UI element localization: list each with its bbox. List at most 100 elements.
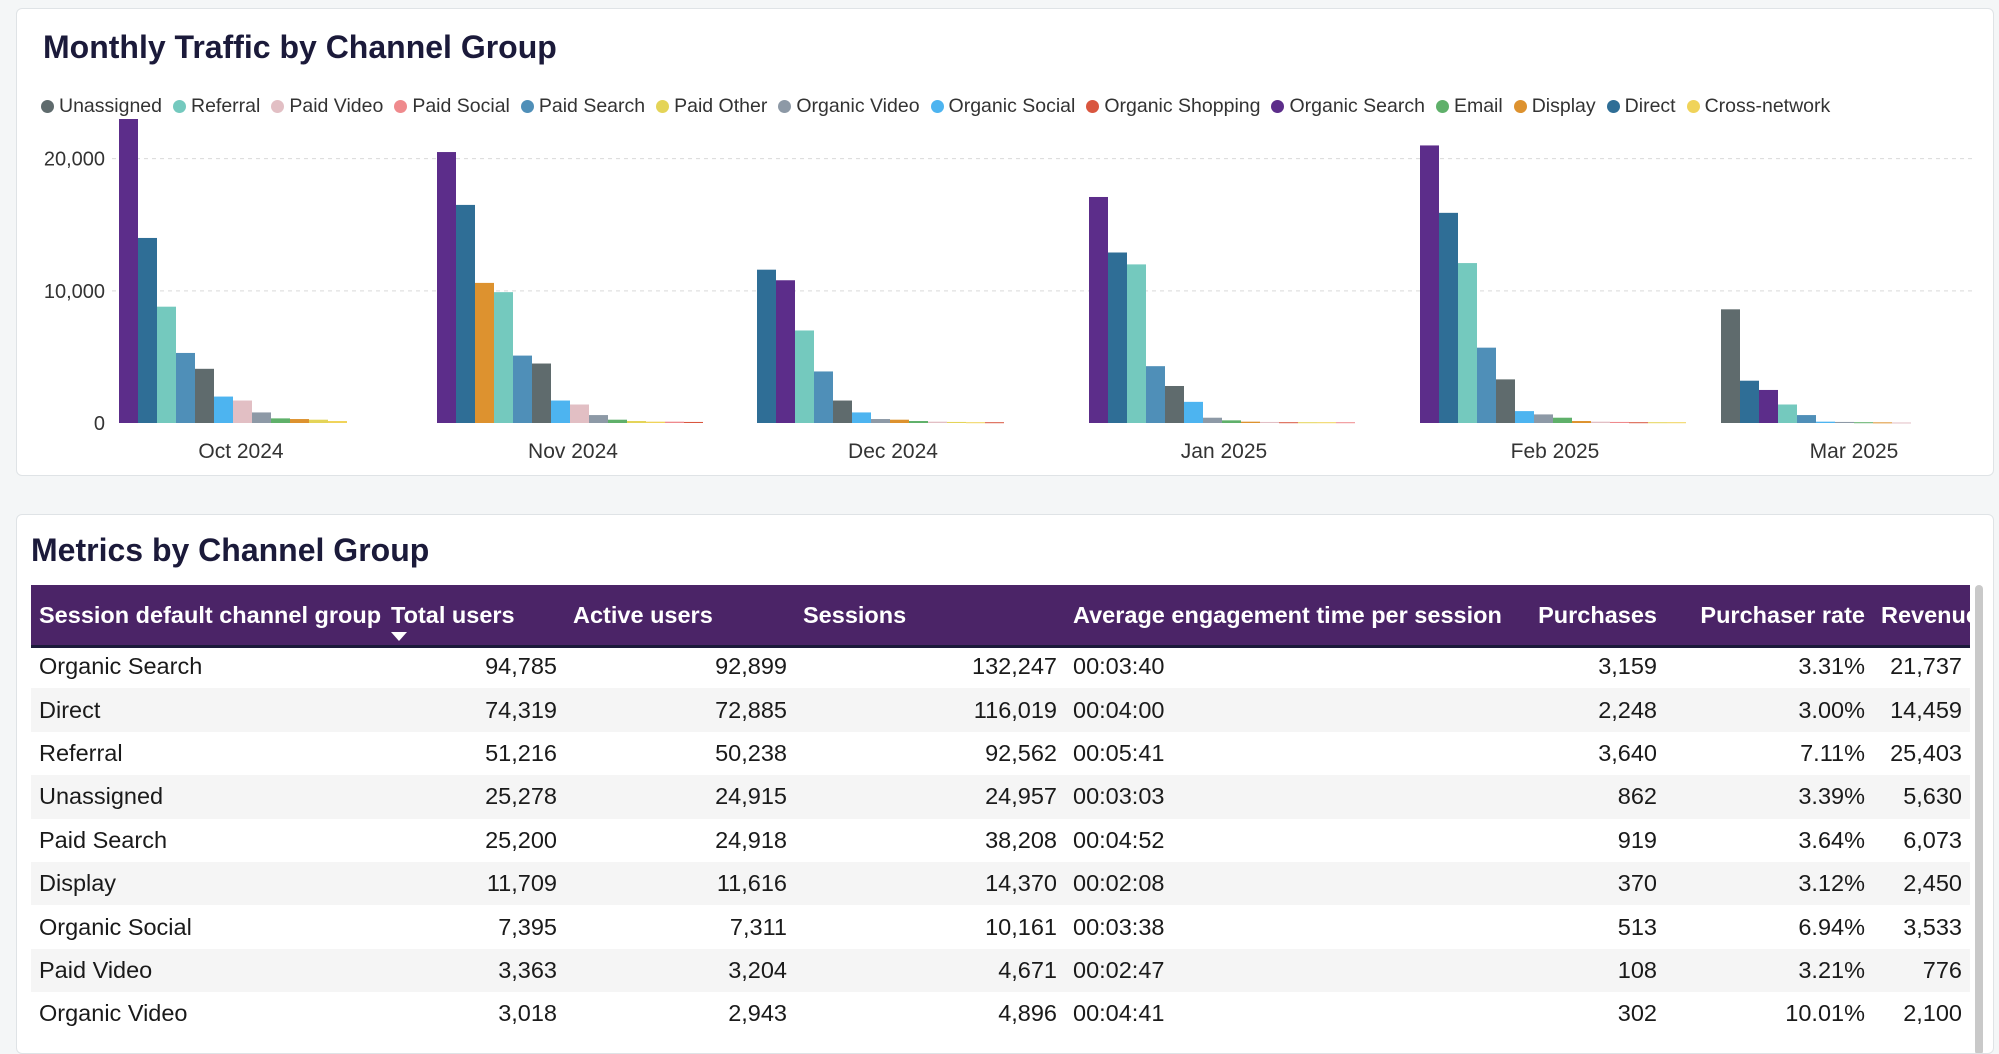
bar-dec-2024-paid-search[interactable] — [814, 371, 833, 423]
legend-item-organic-search[interactable]: Organic Search — [1271, 95, 1425, 118]
table-row[interactable]: Paid Video 3,363 3,204 4,671 00:02:47 108 3.21… — [31, 948, 1970, 993]
bar-mar-2025-direct[interactable] — [1740, 380, 1759, 423]
bar-nov-2024-cross-network[interactable] — [646, 421, 665, 423]
bar-feb-2025-cross-network[interactable] — [1667, 422, 1686, 424]
legend-item-cross-network[interactable]: Cross-network — [1686, 95, 1830, 118]
bar-nov-2024-referral[interactable] — [494, 292, 513, 423]
table-row[interactable]: Referral 51,216 50,238 92,562 00:05:41 3,640 7… — [31, 732, 1970, 775]
table-row[interactable]: Direct 74,319 72,885 116,019 00:04:00 2,248 3.… — [31, 688, 1970, 732]
bar-jan-2025-referral[interactable] — [1127, 264, 1146, 423]
bar-jan-2025-display[interactable] — [1241, 421, 1260, 423]
bar-dec-2024-referral[interactable] — [795, 330, 814, 423]
table-row[interactable]: Display 11,709 11,616 14,370 00:02:08 370 3.12… — [31, 861, 1970, 906]
bar-feb-2025-organic-search[interactable] — [1420, 145, 1439, 423]
bar-oct-2024-cross-network[interactable] — [328, 421, 347, 423]
bar-mar-2025-paid-search[interactable] — [1797, 415, 1816, 423]
bar-oct-2024-display[interactable] — [290, 419, 309, 423]
table-row[interactable]: Organic Video 3,018 2,943 4,896 00:04:41 302 1… — [31, 992, 1970, 1035]
bar-feb-2025-paid-other[interactable] — [1648, 422, 1667, 424]
bar-jan-2025-cross-network[interactable] — [1317, 422, 1336, 424]
table-row[interactable]: Paid Search 25,200 24,918 38,208 00:04:52 919… — [31, 819, 1970, 862]
bar-feb-2025-paid-search[interactable] — [1477, 347, 1496, 423]
bar-dec-2024-paid-other[interactable] — [947, 421, 966, 423]
bar-oct-2024-organic-video[interactable] — [252, 412, 271, 423]
bar-feb-2025-display[interactable] — [1572, 421, 1591, 423]
bar-nov-2024-organic-video[interactable] — [589, 415, 608, 423]
bar-nov-2024-paid-search[interactable] — [513, 355, 532, 423]
table-scrollbar-thumb[interactable] — [1975, 585, 1983, 1053]
bar-dec-2024-organic-social[interactable] — [852, 412, 871, 423]
table-row[interactable]: Unassigned 25,278 24,915 24,957 00:03:03 862 3… — [31, 775, 1970, 819]
legend-item-display[interactable]: Display — [1513, 95, 1596, 118]
bar-mar-2025-email[interactable] — [1854, 422, 1873, 424]
bar-dec-2024-organic-video[interactable] — [871, 419, 890, 423]
legend-item-direct[interactable]: Direct — [1606, 95, 1676, 118]
bar-oct-2024-paid-video[interactable] — [233, 400, 252, 423]
bar-oct-2024-direct[interactable] — [138, 237, 157, 423]
bar-oct-2024-organic-social[interactable] — [214, 396, 233, 423]
bar-jan-2025-direct[interactable] — [1108, 252, 1127, 423]
bar-nov-2024-email[interactable] — [608, 419, 627, 423]
column-header-purchaser-rate[interactable]: Purchaser rate — [1700, 601, 1865, 628]
bar-nov-2024-paid-social[interactable] — [665, 421, 684, 423]
bar-feb-2025-email[interactable] — [1553, 417, 1572, 423]
legend-item-paid-social[interactable]: Paid Social — [394, 95, 510, 118]
bar-jan-2025-email[interactable] — [1222, 420, 1241, 423]
column-header-revenue[interactable]: Revenue — [1881, 601, 1979, 628]
legend-item-paid-other[interactable]: Paid Other — [656, 95, 767, 118]
legend-item-paid-search[interactable]: Paid Search — [520, 95, 645, 118]
bar-mar-2025-paid-video[interactable] — [1892, 422, 1911, 424]
bar-jan-2025-organic-video[interactable] — [1203, 417, 1222, 423]
bar-dec-2024-paid-video[interactable] — [928, 421, 947, 423]
bar-mar-2025-unassigned[interactable] — [1721, 309, 1740, 423]
bar-jan-2025-organic-search[interactable] — [1089, 196, 1108, 423]
bar-dec-2024-organic-shopping[interactable] — [985, 422, 1004, 424]
bar-jan-2025-paid-social[interactable] — [1336, 422, 1355, 424]
bar-mar-2025-organic-search[interactable] — [1759, 389, 1778, 423]
bar-jan-2025-paid-video[interactable] — [1260, 421, 1279, 423]
column-header-purchases[interactable]: Purchases — [1538, 601, 1657, 628]
bar-jan-2025-organic-social[interactable] — [1184, 401, 1203, 423]
column-header-avg-engagement-time[interactable]: Average engagement time per session — [1073, 601, 1502, 628]
bar-oct-2024-paid-search[interactable] — [176, 352, 195, 423]
column-header-channel-group[interactable]: Session default channel group — [39, 601, 382, 628]
bar-feb-2025-unassigned[interactable] — [1496, 379, 1515, 423]
bar-jan-2025-unassigned[interactable] — [1165, 385, 1184, 423]
bar-mar-2025-display[interactable] — [1873, 422, 1892, 424]
legend-item-organic-social[interactable]: Organic Social — [930, 95, 1075, 118]
legend-item-email[interactable]: Email — [1435, 95, 1503, 118]
bar-oct-2024-unassigned[interactable] — [195, 368, 214, 423]
bar-oct-2024-referral[interactable] — [157, 306, 176, 423]
table-row[interactable]: Organic Search 94,785 92,899 132,247 00:03:4… — [31, 645, 1970, 688]
bar-nov-2024-organic-shopping[interactable] — [684, 421, 703, 423]
bar-mar-2025-organic-video[interactable] — [1835, 421, 1854, 423]
legend-item-organic-video[interactable]: Organic Video — [778, 95, 920, 118]
bar-feb-2025-direct[interactable] — [1439, 212, 1458, 423]
column-header-active-users[interactable]: Active users — [573, 601, 713, 628]
bar-feb-2025-paid-social[interactable] — [1610, 421, 1629, 423]
bar-nov-2024-paid-other[interactable] — [627, 421, 646, 423]
bar-jan-2025-organic-shopping[interactable] — [1279, 422, 1298, 424]
legend-item-paid-video[interactable]: Paid Video — [271, 95, 383, 118]
bar-nov-2024-direct[interactable] — [456, 204, 475, 423]
bar-mar-2025-organic-social[interactable] — [1816, 421, 1835, 423]
column-header-sessions[interactable]: Sessions — [803, 601, 907, 628]
bar-nov-2024-paid-video[interactable] — [570, 404, 589, 423]
bar-feb-2025-organic-shopping[interactable] — [1629, 422, 1648, 424]
bar-dec-2024-email[interactable] — [909, 421, 928, 423]
bar-oct-2024-organic-search[interactable] — [119, 119, 138, 423]
bar-feb-2025-paid-video[interactable] — [1591, 421, 1610, 423]
bar-mar-2025-referral[interactable] — [1778, 404, 1797, 423]
bar-nov-2024-organic-social[interactable] — [551, 400, 570, 423]
bar-nov-2024-organic-search[interactable] — [437, 152, 456, 424]
legend-item-organic-shopping[interactable]: Organic Shopping — [1086, 95, 1260, 118]
bar-oct-2024-email[interactable] — [271, 418, 290, 423]
bar-nov-2024-display[interactable] — [475, 282, 494, 423]
legend-item-unassigned[interactable]: Unassigned — [41, 95, 162, 118]
column-header-total-users[interactable]: Total users — [383, 585, 565, 645]
table-scrollbar[interactable] — [1973, 585, 1985, 1053]
bar-feb-2025-organic-social[interactable] — [1515, 411, 1534, 423]
bar-feb-2025-referral[interactable] — [1458, 263, 1477, 423]
bar-jan-2025-paid-search[interactable] — [1146, 366, 1165, 423]
bar-dec-2024-organic-search[interactable] — [776, 280, 795, 423]
